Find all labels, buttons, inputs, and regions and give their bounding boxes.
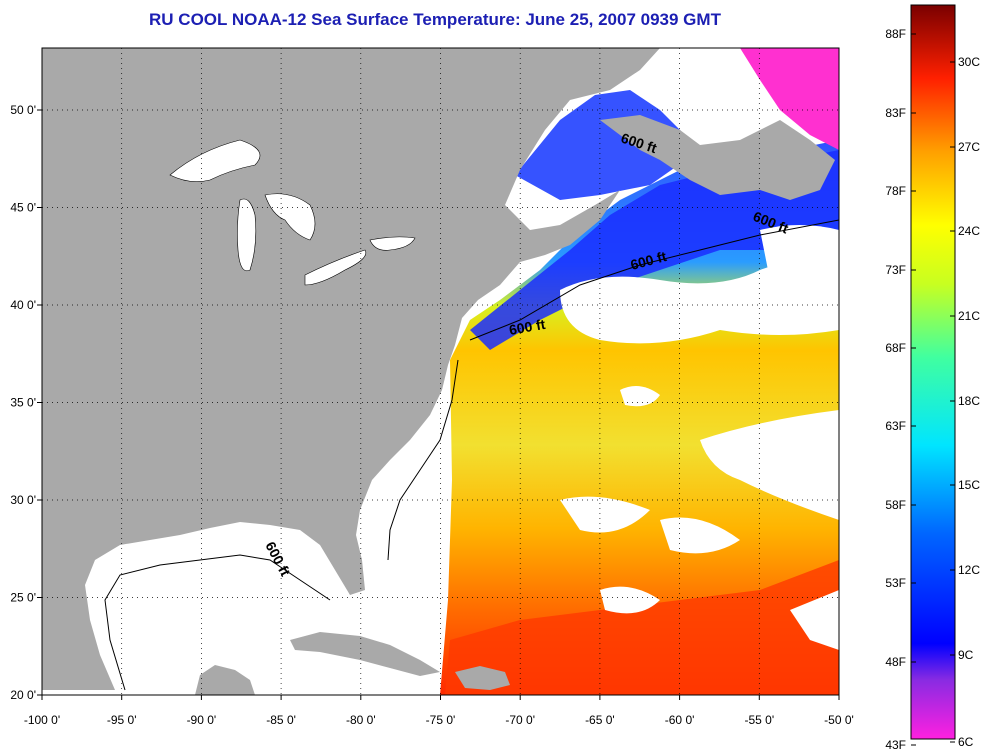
great-lakes [169,139,416,286]
lon-tick-label: -80 0' [346,713,376,727]
lon-tick-label: -60 0' [665,713,695,727]
colorbar-c-label: 27C [958,140,980,154]
colorbar-c-label: 12C [958,563,980,577]
lon-tick-label: -95 0' [107,713,137,727]
lat-tick-label: 30 0' [10,493,36,507]
lon-tick-label: -100 0' [24,713,60,727]
shelf-600ft-contour [104,219,839,691]
map-area [42,48,839,695]
colorbar-f-label: 58F [885,498,906,512]
colorbar-f-label: 78F [885,184,906,198]
colorbar-celsius-labels: 30C 27C 24C 21C 18C 15C 12C 9C 6C [950,55,980,749]
lake-michigan [237,198,257,272]
yucatan-land [195,665,255,695]
cuba-land [290,632,440,676]
cloud-cover [560,48,839,650]
hispaniola-land [455,666,510,690]
lat-tick-label: 40 0' [10,298,36,312]
colorbar-f-label: 88F [885,27,906,41]
maritimes-land [600,115,835,200]
north-america-land [42,48,660,690]
colorbar-gradient [910,4,956,740]
lon-tick-label: -70 0' [505,713,535,727]
lon-tick-label: -50 0' [824,713,854,727]
colorbar-f-label: 63F [885,419,906,433]
latitude-axis: 50 0' 45 0' 40 0' 35 0' 30 0' 25 0' 20 0' [10,103,42,702]
lon-tick-label: -90 0' [187,713,217,727]
colorbar-f-label: 83F [885,106,906,120]
colorbar-c-label: 24C [958,224,980,238]
colorbar-fahrenheit-labels: 88F 83F 78F 73F 68F 63F 58F 53F 48F 43F [885,27,916,752]
lat-tick-label: 35 0' [10,396,36,410]
lon-tick-label: -55 0' [744,713,774,727]
colorbar-f-label: 68F [885,341,906,355]
lon-tick-label: -85 0' [266,713,296,727]
colorbar-c-label: 18C [958,394,980,408]
map-title: RU COOL NOAA-12 Sea Surface Temperature:… [149,10,721,29]
lake-erie [304,249,367,286]
lat-tick-label: 20 0' [10,688,36,702]
colorbar-f-label: 73F [885,263,906,277]
longitude-axis: -100 0' -95 0' -90 0' -85 0' -80 0' -75 0' -70… [24,695,854,727]
lake-superior [169,139,261,182]
lon-tick-label: -65 0' [585,713,615,727]
cold-water-labrador [740,48,839,150]
colorbar-f-label: 53F [885,576,906,590]
colorbar-c-label: 6C [958,735,974,749]
lat-tick-label: 50 0' [10,103,36,117]
colorbar-c-label: 15C [958,478,980,492]
colorbar-f-label: 48F [885,655,906,669]
gulf-st-lawrence-water [515,90,700,200]
colorbar-c-label: 21C [958,309,980,323]
colorbar-c-label: 30C [958,55,980,69]
lat-tick-label: 45 0' [10,201,36,215]
lat-tick-label: 25 0' [10,591,36,605]
colorbar-f-label: 43F [885,738,906,752]
warm-water-south [445,560,839,695]
lon-tick-label: -75 0' [426,713,456,727]
contour-label-4: 600 ft [508,316,547,338]
lake-ontario [369,236,416,251]
colorbar-c-label: 9C [958,648,974,662]
colorbar: 88F 83F 78F 73F 68F 63F 58F 53F 48F 43F 30C 27C 24C… [885,4,980,752]
lake-huron [264,193,316,241]
